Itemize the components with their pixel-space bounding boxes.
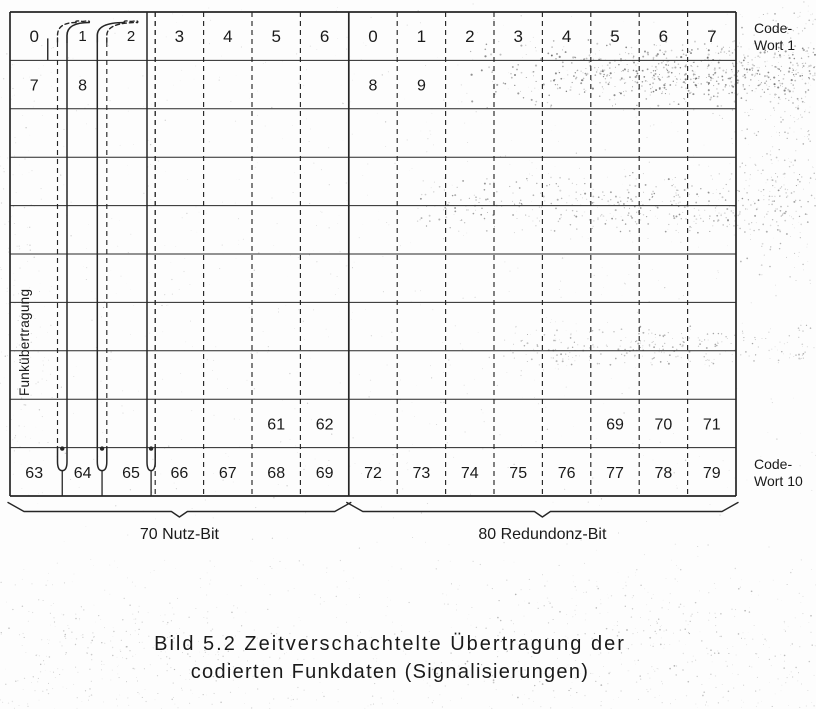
svg-text:76: 76 — [558, 465, 576, 482]
svg-text:3: 3 — [175, 27, 184, 46]
svg-text:63: 63 — [25, 465, 43, 482]
svg-text:6: 6 — [320, 27, 329, 46]
svg-text:Bild 5.2 Zeitverschachtelte: Bild 5.2 Zeitverschachtelte Übertragung … — [154, 633, 626, 655]
svg-text:69: 69 — [316, 465, 334, 482]
svg-text:2: 2 — [465, 27, 474, 46]
svg-text:74: 74 — [461, 465, 479, 482]
svg-text:5: 5 — [610, 27, 619, 46]
svg-text:9: 9 — [417, 78, 426, 95]
svg-text:Funkübertragung: Funkübertragung — [17, 289, 32, 396]
svg-text:1: 1 — [78, 28, 86, 45]
svg-text:Wort 1: Wort 1 — [754, 37, 795, 53]
svg-text:66: 66 — [171, 465, 189, 482]
svg-text:1: 1 — [417, 27, 426, 46]
svg-text:0: 0 — [368, 27, 377, 46]
svg-text:4: 4 — [223, 27, 232, 46]
svg-text:80 Redundonz-Bit: 80 Redundonz-Bit — [478, 526, 607, 543]
svg-text:61: 61 — [267, 416, 285, 433]
svg-text:75: 75 — [509, 465, 527, 482]
svg-text:70 Nutz-Bit: 70 Nutz-Bit — [140, 526, 220, 543]
svg-text:7: 7 — [30, 78, 39, 95]
svg-text:6: 6 — [659, 27, 668, 46]
svg-text:codierten Funkdaten (Signalisi: codierten Funkdaten (Signalisierungen) — [191, 661, 590, 683]
svg-text:0: 0 — [29, 27, 38, 46]
svg-text:69: 69 — [606, 416, 624, 433]
svg-text:62: 62 — [316, 416, 334, 433]
svg-text:65: 65 — [122, 465, 140, 482]
svg-text:3: 3 — [513, 27, 522, 46]
svg-text:72: 72 — [364, 465, 382, 482]
svg-text:77: 77 — [606, 465, 624, 482]
svg-text:64: 64 — [74, 465, 92, 482]
svg-text:8: 8 — [78, 78, 87, 95]
svg-text:8: 8 — [369, 78, 378, 95]
svg-text:67: 67 — [219, 465, 237, 482]
svg-text:Code-: Code- — [754, 456, 792, 472]
svg-text:2: 2 — [127, 28, 135, 45]
svg-text:5: 5 — [271, 27, 280, 46]
svg-text:Wort 10: Wort 10 — [754, 473, 803, 489]
svg-text:73: 73 — [413, 465, 431, 482]
svg-text:79: 79 — [703, 465, 721, 482]
svg-text:68: 68 — [267, 465, 285, 482]
svg-text:4: 4 — [562, 27, 571, 46]
svg-text:70: 70 — [655, 416, 673, 433]
svg-text:78: 78 — [655, 465, 673, 482]
